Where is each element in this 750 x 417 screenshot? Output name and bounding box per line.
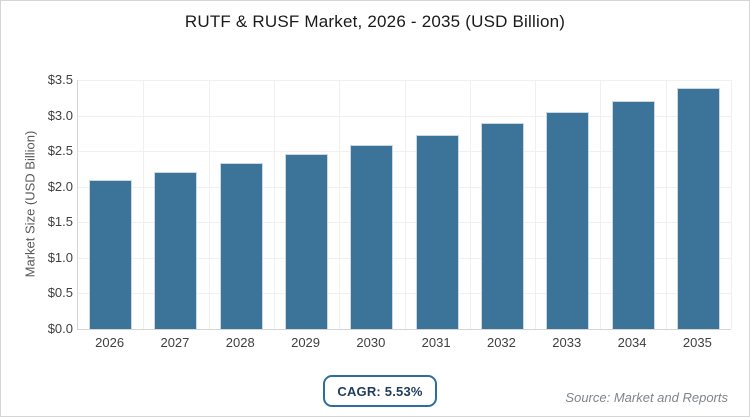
- vertical-gridline: [535, 80, 537, 329]
- y-tick-label: $0.0: [47, 321, 73, 336]
- x-tick-label: 2033: [552, 335, 582, 350]
- bar-2026: [89, 180, 133, 329]
- vertical-gridline: [339, 80, 341, 329]
- bar-2030: [350, 144, 394, 329]
- y-tick-label: $3.5: [47, 72, 73, 87]
- vertical-gridline: [600, 80, 602, 329]
- vertical-gridline: [404, 80, 406, 329]
- cagr-label: CAGR: 5.53%: [337, 383, 423, 399]
- y-axis-tick-labels: $0.0 $0.5 $1.0 $1.5 $2.0 $2.5 $3.0 $3.5: [1, 72, 73, 336]
- x-tick-label: 2034: [617, 335, 647, 350]
- bar-2035: [676, 87, 720, 329]
- x-tick-label: 2035: [682, 335, 712, 350]
- x-tick-label: 2029: [291, 335, 321, 350]
- y-tick-label: $2.5: [47, 143, 73, 159]
- y-tick-label: $2.0: [47, 178, 73, 194]
- cagr-badge: CAGR: 5.53%: [323, 375, 437, 407]
- x-tick-label: 2028: [225, 335, 255, 350]
- y-tick-label: $3.0: [47, 107, 73, 123]
- x-tick-label: 2027: [160, 335, 190, 350]
- source-note: Source: Market and Reports: [565, 390, 728, 405]
- bar-2032: [480, 123, 524, 329]
- vertical-gridline: [273, 80, 275, 329]
- x-tick-label: 2031: [421, 335, 451, 350]
- chart-title: RUTF & RUSF Market, 2026 - 2035 (USD Bil…: [184, 12, 566, 31]
- bar-2028: [219, 163, 263, 329]
- y-tick-label: $1.5: [47, 214, 73, 230]
- bar-2027: [154, 171, 198, 329]
- vertical-gridline: [469, 80, 471, 329]
- y-tick-label: $1.0: [47, 249, 73, 265]
- vertical-gridline: [143, 80, 145, 329]
- vertical-gridline: [665, 80, 667, 329]
- x-tick-label: 2030: [356, 335, 386, 350]
- bar-2034: [611, 100, 655, 329]
- bar-2033: [546, 112, 590, 329]
- x-axis-tick-labels: 2026 2027 2028 2029 2030 2031 2032 2033 2034 2035: [77, 335, 730, 355]
- x-tick-label: 2026: [95, 335, 125, 350]
- y-tick-label: $0.5: [47, 285, 73, 301]
- vertical-gridline: [731, 80, 732, 329]
- x-tick-label: 2032: [486, 335, 516, 350]
- plot-area: [77, 80, 732, 330]
- bar-2029: [285, 154, 329, 329]
- bar-2031: [415, 134, 459, 329]
- vertical-gridline: [208, 80, 210, 329]
